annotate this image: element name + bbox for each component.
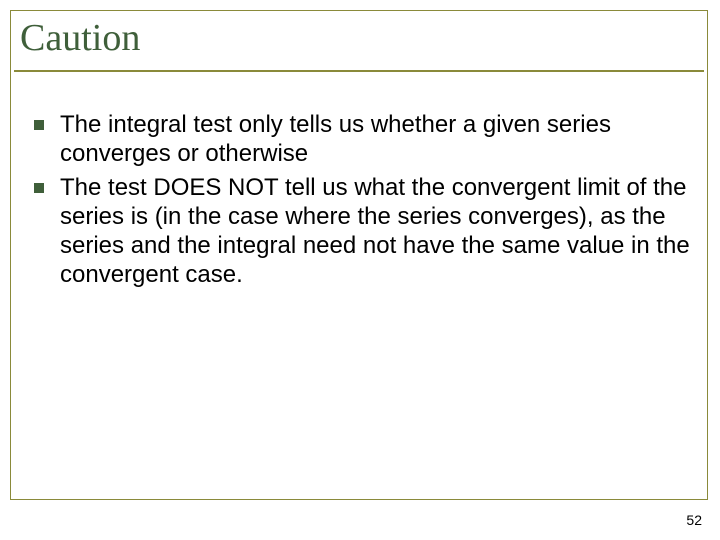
title-box: Caution [14,6,704,72]
slide-title: Caution [20,16,698,60]
bullet-text: The test DOES NOT tell us what the conve… [60,173,690,290]
bullet-item: The integral test only tells us whether … [34,110,690,169]
bullet-text: The integral test only tells us whether … [60,110,690,169]
square-bullet-icon [34,183,44,193]
bullet-item: The test DOES NOT tell us what the conve… [34,173,690,290]
square-bullet-icon [34,120,44,130]
content-area: The integral test only tells us whether … [34,110,690,294]
page-number: 52 [686,512,702,528]
